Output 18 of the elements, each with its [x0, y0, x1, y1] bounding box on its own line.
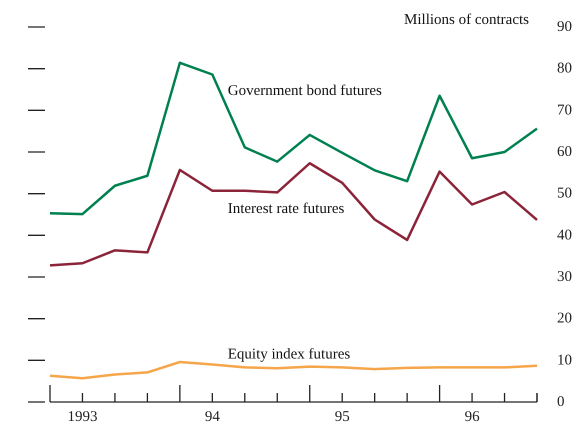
- y-tick-label: 10: [557, 352, 572, 368]
- y-axis-title: Millions of contracts: [404, 12, 530, 28]
- y-tick-label: 70: [557, 102, 572, 118]
- y-tick-label: 30: [557, 268, 572, 285]
- series-label: Government bond futures: [228, 82, 382, 99]
- y-tick-label: 80: [557, 60, 572, 77]
- y-tick-label: 60: [557, 144, 572, 160]
- x-tick-label: 95: [334, 408, 350, 425]
- y-tick-label: 20: [557, 310, 572, 327]
- x-tick-label: 94: [204, 408, 220, 425]
- y-tick-label: 0: [557, 394, 564, 410]
- series-label: Interest rate futures: [228, 201, 345, 218]
- y-tick-label: 90: [557, 18, 572, 35]
- y-tick-label: 40: [557, 227, 572, 244]
- series-label: Equity index futures: [228, 346, 350, 363]
- y-tick-label: 50: [557, 186, 572, 202]
- x-tick-label: 1993: [67, 408, 98, 425]
- x-tick-label: 96: [464, 408, 480, 425]
